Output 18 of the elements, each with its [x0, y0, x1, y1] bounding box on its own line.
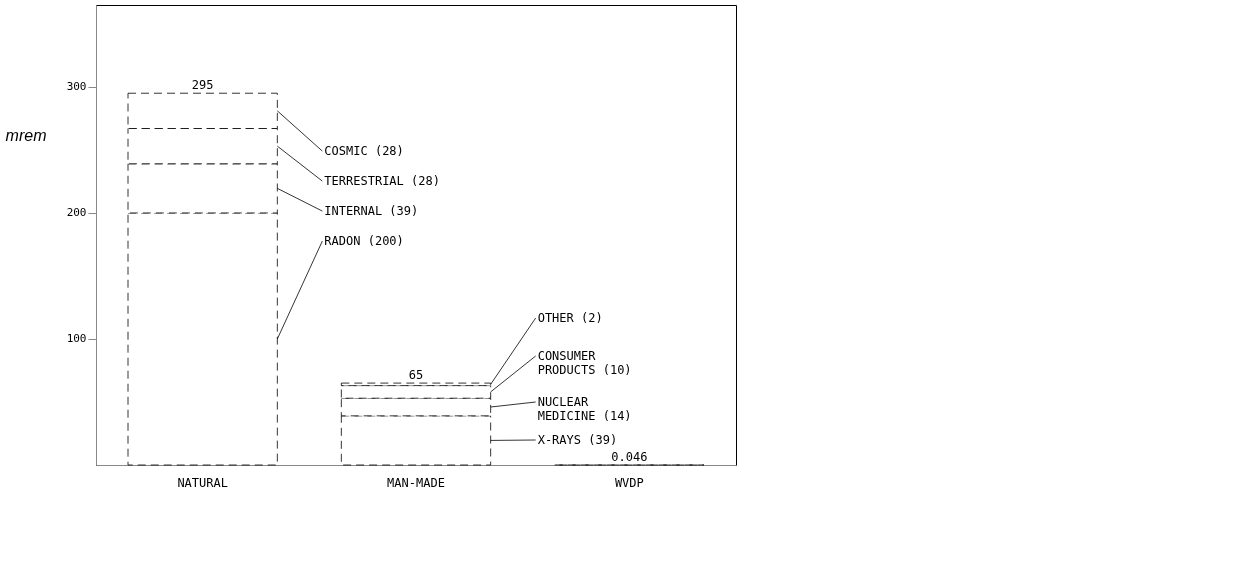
text: OTHER (2)	[537, 311, 603, 325]
y-tick-label: 300	[66, 80, 87, 94]
legend-label: NUCLEAR MEDICINE (14)	[537, 395, 632, 423]
x-tick-label: WVDP	[614, 475, 644, 490]
text: CONSUMER PRODUCTS (10)	[537, 349, 632, 377]
total-label: 0.046	[611, 449, 648, 464]
text: INTERNAL (39)	[324, 204, 419, 219]
y-tick-label: 200	[66, 206, 87, 220]
text: COSMIC (28)	[324, 144, 404, 159]
legend-label: X-RAYS (39)	[537, 433, 618, 447]
text: RADON (200)	[324, 234, 404, 249]
text: TERRESTRIAL (28)	[324, 174, 440, 189]
y-tick-label: 100	[66, 332, 87, 346]
y-axis-title: mrem	[5, 126, 47, 144]
x-tick-label: NATURAL	[177, 475, 228, 490]
total-label: 65	[408, 368, 424, 383]
total-label: 295	[191, 78, 214, 93]
x-tick-label: MAN-MADE	[387, 475, 445, 490]
